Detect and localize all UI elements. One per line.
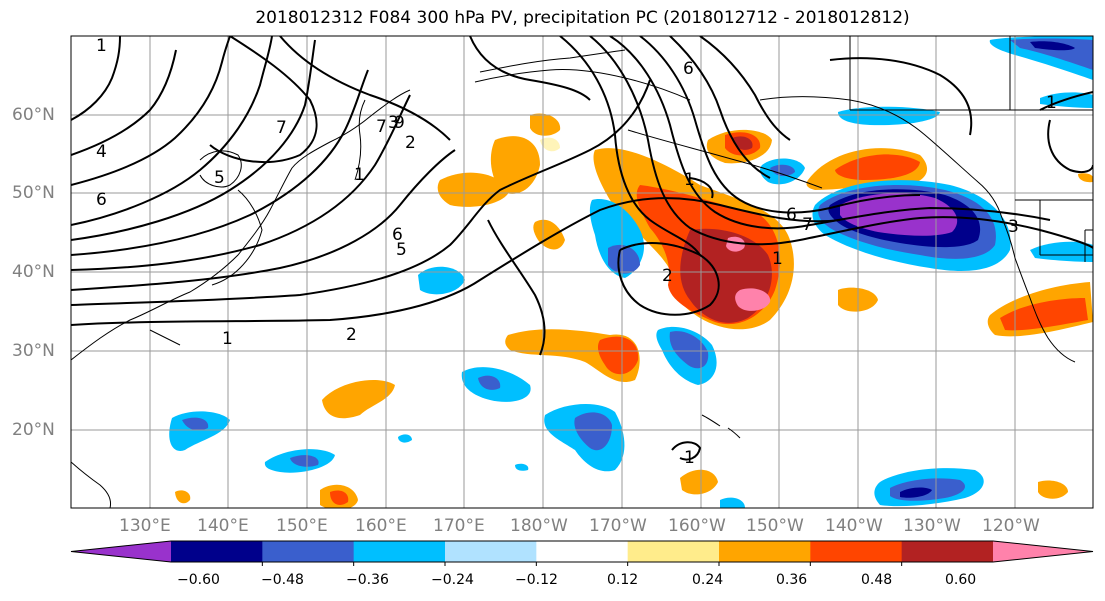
contour-label: 5	[214, 168, 225, 188]
contour-label: 2	[346, 325, 357, 345]
colorbar-swatch	[536, 541, 629, 562]
colorbar-swatch	[353, 541, 446, 562]
contour-label: 1	[772, 249, 783, 269]
colorbar-tick-label: 0.36	[776, 572, 808, 588]
lon-label: 160°W	[668, 516, 726, 536]
contour-label: 1	[96, 36, 107, 56]
colorbar-swatch	[262, 541, 355, 562]
colorbar-swatch	[71, 541, 171, 562]
contour-label: 7	[376, 117, 387, 137]
colorbar-tick-label: 0.12	[607, 572, 639, 588]
lat-label: 50°N	[12, 183, 55, 203]
colorbar-tick-label: −0.12	[515, 572, 558, 588]
contour-label: 1	[1046, 93, 1057, 113]
lon-label: 150°E	[276, 516, 328, 536]
lon-label: 160°E	[355, 516, 407, 536]
colorbar-tick-label: 0.24	[692, 572, 724, 588]
contour-label: 3	[388, 113, 399, 133]
lon-label: 170°W	[589, 516, 647, 536]
colorbar-swatch	[993, 541, 1093, 562]
colorbar-swatch	[810, 541, 903, 562]
colorbar-tick-label: −0.60	[177, 572, 220, 588]
pv-contours	[71, 36, 1093, 461]
contour-label: 7	[276, 118, 287, 138]
colorbar-swatch	[627, 541, 720, 562]
contour-label: 3	[1008, 217, 1019, 237]
lat-label: 30°N	[12, 341, 55, 361]
lon-label: 140°E	[197, 516, 249, 536]
lon-label: 120°W	[982, 516, 1040, 536]
colorbar-tick-label: −0.24	[431, 572, 474, 588]
colorbar-tick-label: −0.36	[346, 572, 389, 588]
lat-label: 40°N	[12, 262, 55, 282]
contour-label: 5	[396, 240, 407, 260]
colorbar-tick-label: −0.48	[261, 572, 304, 588]
colorbar-swatch	[171, 541, 263, 562]
contour-label: 6	[392, 225, 403, 245]
contour-label: 1	[354, 165, 365, 185]
colorbar	[70, 540, 1094, 566]
contour-label: 4	[96, 142, 107, 162]
map-frame	[70, 35, 1094, 509]
colorbar-tick-label: 0.60	[945, 572, 977, 588]
precip-negative-shading	[169, 36, 1093, 508]
map-title: 2018012312 F084 300 hPa PV, precipitatio…	[255, 8, 910, 28]
contour-label: 1	[222, 329, 233, 349]
contour-label: 2	[405, 133, 416, 153]
contour-label: 9	[394, 113, 405, 133]
lat-label: 20°N	[12, 420, 55, 440]
lon-label: 180°W	[510, 516, 568, 536]
lon-label: 170°E	[433, 516, 485, 536]
contour-label: 6	[96, 190, 107, 210]
contour-label: 6	[683, 59, 694, 79]
coastlines	[71, 36, 1093, 508]
lon-label: 130°E	[119, 516, 171, 536]
contour-label: 6	[786, 205, 797, 225]
contour-label: 1	[684, 170, 695, 190]
lon-label: 130°W	[903, 516, 961, 536]
lon-label: 140°W	[825, 516, 883, 536]
contour-labels: 1 4 6 5 7 7 5 6 9 1 2 1 6 7 3 1 2 6 1 2 …	[96, 36, 1057, 468]
lon-label: 150°W	[746, 516, 804, 536]
contour-label: 1	[684, 448, 695, 468]
colorbar-swatch	[719, 541, 811, 562]
contour-label: 7	[802, 215, 813, 235]
contour-label: 2	[662, 266, 673, 286]
colorbar-tick-label: 0.48	[861, 572, 893, 588]
lat-label: 60°N	[12, 105, 55, 125]
colorbar-swatch	[901, 541, 994, 562]
colorbar-outline	[70, 540, 1094, 563]
colorbar-swatch	[445, 541, 537, 562]
